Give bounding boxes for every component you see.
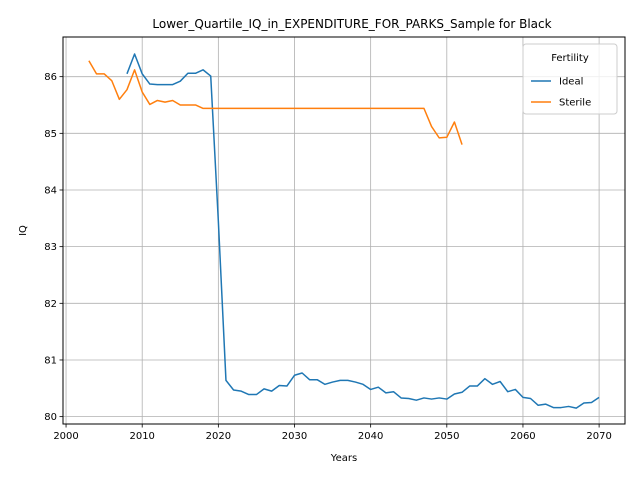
x-tick-label: 2000 xyxy=(53,431,78,442)
y-axis: 80 81 82 83 84 85 86 xyxy=(44,72,63,423)
y-tick-label: 85 xyxy=(44,129,57,140)
y-tick-label: 86 xyxy=(44,72,57,83)
x-tick-label: 2030 xyxy=(282,431,307,442)
legend-label-ideal: Ideal xyxy=(559,77,583,88)
x-tick-label: 2070 xyxy=(586,431,611,442)
legend: Fertility Ideal Sterile xyxy=(523,44,617,114)
x-tick-label: 2050 xyxy=(434,431,459,442)
x-tick-label: 2020 xyxy=(206,431,231,442)
x-axis: 2000 2010 2020 2030 2040 2050 2060 2070 xyxy=(53,424,612,442)
y-tick-label: 82 xyxy=(44,299,57,310)
y-tick-label: 83 xyxy=(44,242,57,253)
legend-title: Fertility xyxy=(551,53,589,64)
x-axis-title: Years xyxy=(330,453,357,464)
y-tick-label: 81 xyxy=(44,355,57,366)
y-tick-label: 80 xyxy=(44,412,57,423)
y-tick-label: 84 xyxy=(44,185,57,196)
x-tick-label: 2040 xyxy=(358,431,383,442)
y-axis-title: IQ xyxy=(18,225,29,236)
legend-label-sterile: Sterile xyxy=(559,98,591,109)
x-tick-label: 2060 xyxy=(510,431,535,442)
series-line-sterile xyxy=(89,61,462,145)
x-tick-label: 2010 xyxy=(129,431,154,442)
chart-title: Lower_Quartile_IQ_in_EXPENDITURE_FOR_PAR… xyxy=(152,17,551,31)
